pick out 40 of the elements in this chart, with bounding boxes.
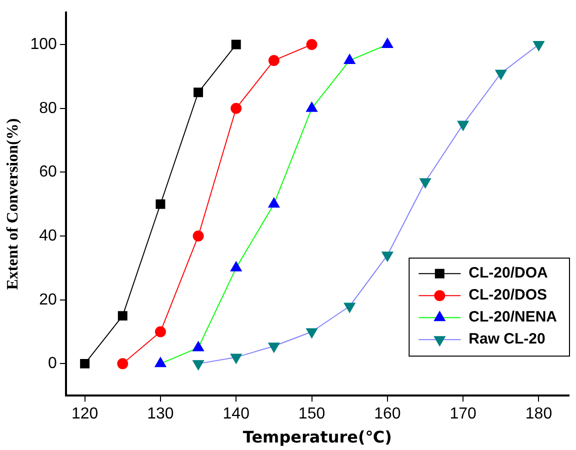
point (156, 199, 166, 209)
point (117, 358, 128, 370)
point (344, 302, 356, 313)
y-tick-label: 60 (39, 164, 57, 181)
x-tick-label: 140 (222, 406, 250, 423)
point (231, 40, 241, 50)
point (420, 178, 431, 188)
y-tick-label: 0 (48, 355, 57, 372)
legend-label: CL-20/NENA (468, 308, 558, 326)
point (268, 54, 280, 66)
x-axis-title: Temperature(℃) (242, 428, 392, 447)
x-tick-label: 130 (147, 406, 174, 423)
point (382, 252, 394, 262)
point (457, 120, 469, 131)
x-tick-label: 180 (525, 406, 552, 423)
point (268, 342, 280, 353)
legend-label: Raw CL-20 (468, 330, 546, 348)
point (80, 358, 90, 368)
x-tick-label: 150 (298, 406, 326, 423)
point (306, 39, 318, 50)
x-tick-label: 170 (450, 406, 477, 423)
point (306, 328, 318, 338)
point (154, 326, 166, 338)
y-axis-title: Extent of Conversion(%) (4, 118, 22, 290)
legend-label: CL-20/DOA (468, 264, 548, 282)
point (230, 102, 242, 114)
y-tick-label: 100 (30, 36, 57, 53)
point (194, 88, 204, 98)
point (192, 360, 204, 370)
y-tick-label: 80 (39, 100, 57, 117)
x-tick-label: 120 (71, 406, 98, 423)
point (192, 230, 204, 242)
x-tick-label: 160 (374, 406, 401, 423)
point (230, 354, 242, 364)
y-tick-label: 40 (39, 227, 57, 244)
point (118, 311, 128, 321)
point (382, 38, 394, 48)
legend-label: CL-20/DOS (468, 286, 548, 304)
y-tick-label: 20 (39, 291, 57, 308)
point (495, 70, 507, 80)
